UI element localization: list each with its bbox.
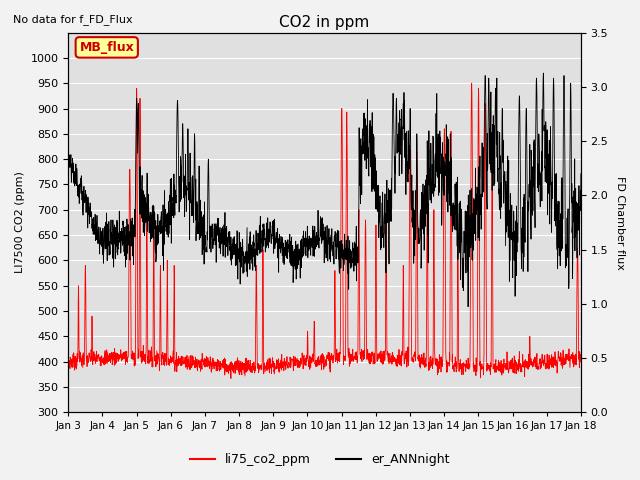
Text: No data for f_FD_Flux: No data for f_FD_Flux [13,14,132,25]
Legend: li75_co2_ppm, er_ANNnight: li75_co2_ppm, er_ANNnight [186,448,454,471]
er_ANNnight [540,70,547,76]
li75_co2_ppm [532,354,540,360]
li75_co2_ppm [65,352,72,358]
er_ANNnight [474,202,481,208]
li75_co2_ppm [547,358,554,363]
er_ANNnight [339,256,347,262]
er_ANNnight [207,238,215,243]
Y-axis label: LI7500 CO2 (ppm): LI7500 CO2 (ppm) [15,171,25,274]
er_ANNnight [65,149,72,155]
Text: MB_flux: MB_flux [79,41,134,54]
li75_co2_ppm [207,369,215,375]
li75_co2_ppm [468,80,476,86]
li75_co2_ppm [339,339,347,345]
er_ANNnight [464,304,472,310]
er_ANNnight [532,118,540,124]
Line: er_ANNnight: er_ANNnight [68,73,581,307]
li75_co2_ppm [227,375,235,381]
er_ANNnight [350,248,358,253]
li75_co2_ppm [351,354,358,360]
li75_co2_ppm [474,273,481,278]
Line: li75_co2_ppm: li75_co2_ppm [68,83,581,378]
Y-axis label: FD Chamber flux: FD Chamber flux [615,176,625,269]
li75_co2_ppm [577,360,585,365]
er_ANNnight [577,171,585,177]
Title: CO2 in ppm: CO2 in ppm [280,15,370,30]
er_ANNnight [547,181,554,187]
